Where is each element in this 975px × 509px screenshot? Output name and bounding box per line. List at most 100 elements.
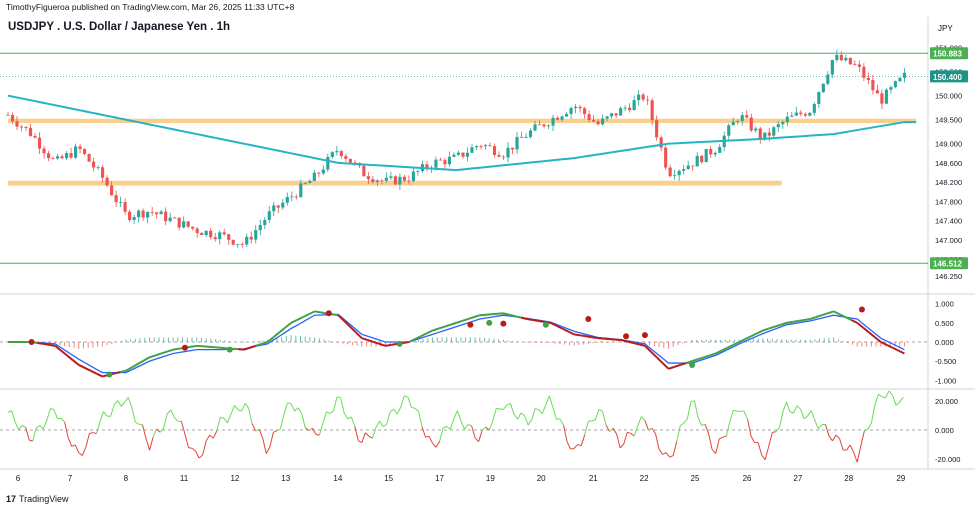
momentum-line-segment	[514, 315, 522, 319]
momentum-line-segment	[661, 362, 670, 370]
candle-body	[10, 114, 15, 122]
candle-body	[186, 221, 190, 227]
momentum-line-segment	[815, 314, 823, 319]
date-tick-label: 8	[124, 474, 129, 483]
oscillator-line-segment	[85, 433, 90, 448]
momentum-line-segment	[691, 358, 699, 363]
oscillator-line-segment	[743, 410, 748, 420]
oscillator-line-segment	[899, 396, 904, 403]
oscillator-line-segment	[676, 425, 681, 442]
grid-layer	[0, 17, 975, 470]
candle-body	[389, 176, 393, 178]
oscillator-line-segment	[269, 432, 274, 447]
oscillator-line-segment	[81, 447, 87, 456]
candle-body	[745, 115, 749, 118]
candle-body	[546, 125, 551, 127]
candle-body	[42, 148, 46, 154]
momentum-line-segment	[798, 319, 805, 322]
oscillator-line-segment	[265, 446, 271, 454]
price-tick-label: 149.500	[935, 116, 962, 125]
candle-body	[884, 89, 888, 104]
oscillator-line-segment	[60, 418, 65, 423]
oscillator-line-segment	[601, 411, 607, 426]
candle-body	[686, 165, 690, 170]
oscillator-line-segment	[127, 397, 133, 408]
oscillator-line-segment	[488, 420, 494, 431]
momentum-line-segment	[90, 369, 97, 375]
oscillator-line-segment	[322, 411, 327, 424]
support-resistance-zone	[8, 118, 917, 124]
oscillator-line-segment	[616, 434, 621, 449]
momentum-line-segment	[432, 327, 439, 332]
momentum-line-segment	[780, 321, 787, 326]
candle-body	[249, 236, 253, 240]
momentum-line-segment	[792, 319, 799, 323]
tradingview-logo[interactable]: 17 TradingView	[6, 494, 69, 504]
candle-body	[799, 112, 803, 115]
momentum-line-segment	[166, 348, 174, 353]
momentum-line-segment	[697, 356, 705, 361]
oscillator-line-segment	[223, 417, 228, 424]
candle-body	[817, 92, 821, 105]
momentum-line-segment	[674, 364, 681, 368]
candle-body	[411, 171, 415, 181]
date-tick-label: 28	[844, 474, 853, 483]
candle-body	[425, 164, 429, 169]
oscillator-line-segment	[71, 444, 76, 447]
oscillator-line-segment	[594, 409, 600, 420]
momentum-line-segment	[685, 360, 693, 364]
candle-body	[794, 112, 798, 116]
momentum-tick-label: -0.500	[935, 357, 956, 366]
momentum-tick-label: 0.500	[935, 319, 954, 328]
chart-title: USDJPY . U.S. Dollar / Japanese Yen . 1h	[8, 21, 231, 33]
oscillator-line-segment	[435, 440, 441, 448]
candle-body	[569, 108, 573, 114]
currency-label: JPY	[938, 24, 953, 33]
oscillator-tick-label: 0.000	[935, 426, 954, 435]
oscillator-line-segment	[42, 419, 48, 430]
candle-body	[119, 202, 123, 203]
momentum-line-segment	[355, 331, 363, 339]
oscillator-line-segment	[36, 425, 41, 429]
candle-body	[506, 147, 510, 158]
oscillator-line-segment	[520, 412, 525, 417]
candle-body	[695, 155, 699, 167]
oscillator-line-segment	[648, 427, 653, 431]
candle-body	[628, 107, 632, 111]
oscillator-line-segment	[609, 427, 614, 432]
candle-body	[276, 205, 280, 208]
price-label-text: 150.400	[933, 73, 962, 82]
momentum-line-segment	[856, 322, 864, 329]
momentum-line-segment	[550, 321, 557, 327]
oscillator-line-segment	[789, 411, 794, 414]
candle-body	[790, 115, 794, 117]
oscillator-line-segment	[580, 434, 586, 446]
candle-body	[740, 115, 744, 121]
cross-signal-dot	[486, 319, 493, 326]
momentum-line-segment	[509, 313, 516, 318]
candle-body	[362, 165, 366, 177]
date-tick-label: 21	[589, 474, 598, 483]
momentum-line-segment	[379, 342, 386, 347]
oscillator-line-segment	[453, 410, 458, 420]
momentum-line-segment	[679, 362, 687, 366]
cross-signal-dot	[858, 306, 865, 313]
momentum-line-segment	[532, 319, 539, 322]
oscillator-line-segment	[690, 400, 695, 403]
candle-body	[479, 146, 483, 147]
oscillator-line-segment	[566, 441, 572, 450]
momentum-line-segment	[892, 346, 899, 352]
price-tick-label: 148.200	[935, 178, 962, 187]
oscillator-line-segment	[21, 425, 26, 428]
momentum-line-segment	[119, 369, 127, 374]
oscillator-line-segment	[297, 407, 303, 414]
candle-body	[24, 126, 28, 128]
oscillator-line-segment	[14, 421, 20, 430]
momentum-line-segment	[143, 356, 151, 362]
oscillator-line-segment	[32, 427, 37, 442]
oscillator-line-segment	[273, 430, 278, 433]
candle-body	[240, 244, 244, 245]
candle-body	[650, 100, 654, 121]
momentum-line-segment	[473, 314, 481, 319]
